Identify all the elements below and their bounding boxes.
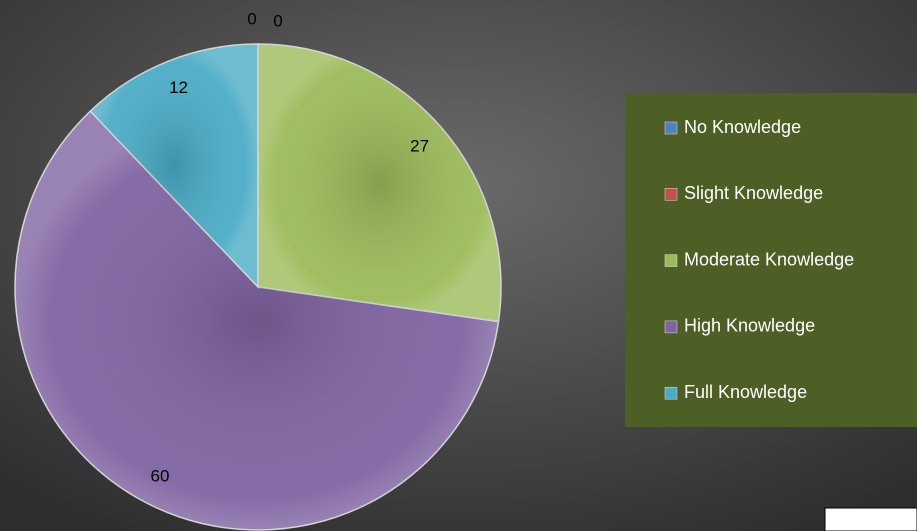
legend-marker [664, 320, 678, 334]
legend-marker [664, 121, 678, 135]
data-label: 60 [151, 467, 170, 486]
legend-label: Slight Knowledge [684, 183, 823, 203]
legend-label: High Knowledge [684, 316, 815, 336]
legend: No Knowledge Slight Knowledge Moderate Kno… [664, 117, 854, 402]
legend-label: Moderate Knowledge [684, 249, 854, 269]
data-label: 12 [169, 78, 188, 97]
data-label: 27 [410, 136, 429, 155]
legend-label: No Knowledge [684, 117, 801, 137]
legend-label: Full Knowledge [684, 382, 807, 402]
legend-marker [664, 254, 678, 267]
data-label: 0 [273, 11, 282, 30]
data-label: 0 [247, 9, 256, 28]
legend-marker [664, 386, 678, 400]
blank-box [824, 507, 917, 531]
legend-marker [664, 188, 678, 201]
